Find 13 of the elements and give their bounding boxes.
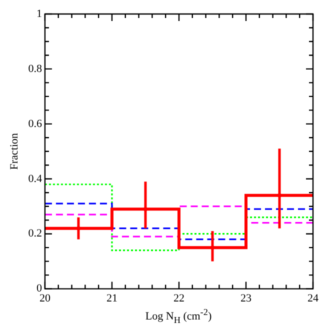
y-tick-label: 0.8 [28, 62, 42, 75]
x-tick-label: 21 [106, 292, 118, 304]
y-tick-label: 0.2 [28, 228, 42, 240]
y-tick-label: 0.6 [28, 118, 42, 130]
x-tick-label: 24 [308, 292, 319, 304]
y-tick-label: 0.4 [28, 172, 42, 185]
y-tick-label: 0 [36, 282, 42, 295]
y-tick-label: 1 [36, 8, 42, 20]
x-tick-label: 23 [240, 292, 252, 304]
x-axis-title: Log N$_{H}$ (cm$^{-2}$) [144, 307, 213, 325]
x-tick-label: 20 [39, 292, 51, 304]
y-axis-title: Fraction [8, 132, 20, 170]
x-tick-label: 22 [173, 292, 184, 304]
